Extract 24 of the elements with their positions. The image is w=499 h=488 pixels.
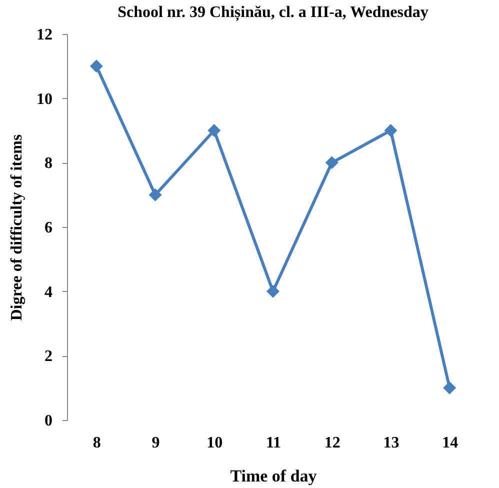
y-axis-title: Digree of difficulty of items xyxy=(8,134,26,321)
y-tick-label: 2 xyxy=(44,348,52,366)
x-tick-label: 11 xyxy=(266,434,282,452)
x-tick-label: 12 xyxy=(324,434,340,452)
point xyxy=(443,381,456,394)
x-tick-label: 10 xyxy=(206,434,223,452)
point xyxy=(148,188,162,202)
x-tick-label: 9 xyxy=(152,434,160,452)
y-tick-label: 6 xyxy=(44,220,52,236)
point xyxy=(384,124,398,138)
x-tick-label: 8 xyxy=(92,434,101,452)
y-tick-label: 12 xyxy=(36,26,52,44)
x-tick-label: 14 xyxy=(442,434,458,452)
point xyxy=(90,60,103,73)
y-tick-label: 4 xyxy=(44,284,52,301)
x-tick-label: 13 xyxy=(383,434,400,452)
point xyxy=(325,156,338,170)
x-axis-title: Time of day xyxy=(230,466,318,486)
y-tick-label: 8 xyxy=(44,155,52,172)
y-tick-label: 0 xyxy=(44,412,52,430)
point xyxy=(208,124,221,138)
chart-title: School nr. 39 Chișinău, cl. a III-a, Wednesday xyxy=(118,4,428,22)
point xyxy=(266,284,280,298)
y-tick-label: 10 xyxy=(36,90,52,108)
